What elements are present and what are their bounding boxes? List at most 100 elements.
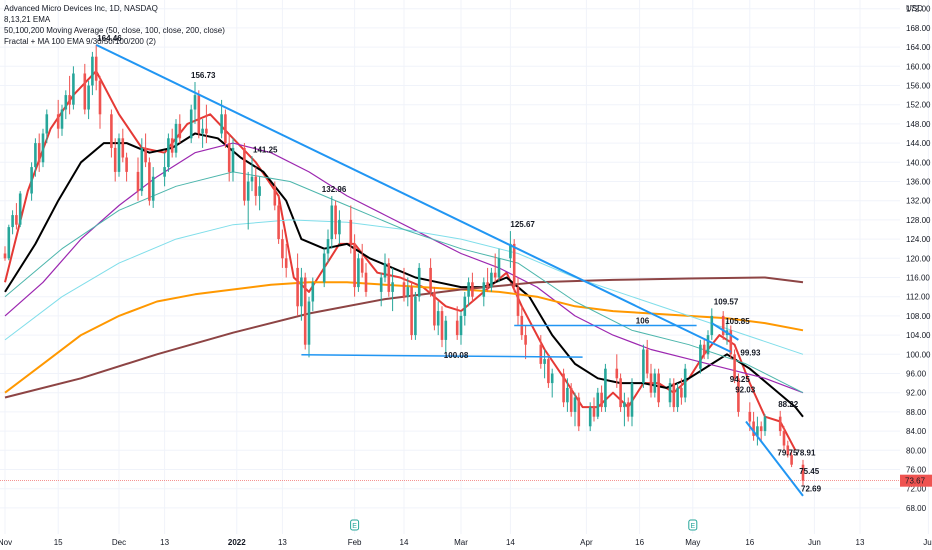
candle-body (224, 114, 227, 144)
candle-body (490, 272, 493, 288)
candle (30, 162, 33, 201)
candle (596, 387, 600, 420)
candle-body (486, 282, 489, 288)
candle (699, 339, 702, 374)
candle-body (68, 95, 71, 105)
candle (786, 440, 790, 458)
candle-body (573, 397, 577, 412)
candle (543, 349, 546, 379)
candle (387, 258, 391, 297)
candle (672, 378, 676, 412)
candle-body (676, 387, 679, 408)
trendline (95, 43, 732, 353)
candle (729, 325, 733, 360)
candle (752, 411, 755, 441)
fractal-indicator-label[interactable]: Fractal + MA 100 EMA 9/30/50/100/200 (2) (4, 37, 156, 46)
candle-body (630, 383, 634, 417)
candle-body (702, 344, 706, 355)
candle (7, 224, 11, 261)
candle (87, 80, 90, 120)
candle-body (566, 387, 569, 403)
price-annotation: 78.91 (795, 449, 816, 458)
candle-body (30, 167, 33, 194)
price-tick-label: 144.00 (906, 139, 931, 148)
earnings-icon[interactable]: E (688, 519, 698, 531)
candle-body (300, 277, 303, 307)
candle-body (706, 335, 710, 355)
price-annotation: 72.69 (801, 484, 822, 493)
price-annotation: 92.03 (735, 386, 756, 395)
candle (406, 277, 410, 307)
price-annotation: 109.57 (714, 297, 739, 306)
candle-body (167, 138, 170, 168)
earnings-markers[interactable]: EEE (350, 519, 932, 531)
candle (383, 253, 387, 283)
candle (246, 171, 250, 230)
price-tick-label: 156.00 (906, 82, 931, 91)
candle-body (3, 253, 7, 259)
candle (15, 203, 18, 230)
candle-body (121, 138, 125, 158)
price-tick-label: 72.00 (906, 485, 927, 494)
candle-body (645, 349, 649, 374)
candle-body (322, 253, 326, 283)
date-tick-label: 2022 (228, 538, 246, 547)
earnings-icon-glyph: E (690, 523, 695, 530)
candle (642, 344, 645, 388)
candle-body (205, 128, 208, 134)
trendline (745, 420, 804, 497)
time-axis[interactable]: Nov 15 Dec 13 2022 13 Feb 14 Mar 14 Apr 16 May 16 Jun 1… (0, 538, 932, 547)
candle (45, 109, 49, 144)
price-tick-label: 164.00 (906, 43, 931, 52)
candle-body (592, 407, 596, 417)
ma-indicator-label[interactable]: 50,100,200 Moving Average (50, close, 10… (4, 26, 225, 35)
candlesticks (3, 44, 805, 486)
candle-body (7, 227, 11, 259)
candle-body (471, 282, 474, 297)
candle-body (801, 464, 805, 481)
price-tick-label: 128.00 (906, 216, 931, 225)
ema-indicator-label[interactable]: 8,13,21 EMA (4, 15, 51, 24)
candle (68, 75, 71, 115)
candle (604, 363, 607, 412)
candle-body (98, 80, 102, 115)
candle-body (509, 243, 512, 259)
candle (98, 75, 102, 129)
trendlines (0, 43, 900, 497)
date-tick-label: Jun (808, 538, 821, 547)
candle (56, 99, 60, 139)
earnings-icon[interactable]: E (350, 519, 360, 531)
candle (550, 368, 554, 398)
candle (205, 104, 208, 144)
date-tick-label: 16 (635, 538, 644, 547)
candle (37, 133, 41, 172)
price-tick-label: 132.00 (906, 197, 931, 206)
candle (364, 263, 368, 297)
candle (117, 133, 121, 177)
candle-body (15, 215, 18, 225)
candle (357, 253, 360, 292)
candle (573, 392, 577, 427)
candle (778, 410, 782, 436)
candle-body (604, 368, 607, 408)
candle (64, 90, 68, 120)
price-tick-label: 140.00 (906, 158, 931, 167)
price-tick-label: 152.00 (906, 101, 931, 110)
candle (486, 267, 489, 292)
candle (72, 66, 75, 110)
candle (657, 368, 660, 408)
candle (91, 51, 94, 96)
candle (113, 138, 117, 182)
price-annotation: 156.73 (191, 71, 216, 80)
candle (250, 156, 254, 192)
candle (167, 133, 170, 172)
price-tick-label: 108.00 (906, 312, 931, 321)
price-tick-label: 92.00 (906, 389, 927, 398)
price-axis[interactable]: 68.00 72.00 76.00 80.00 84.00 88.00 92.00 96.00… (900, 4, 932, 513)
price-tick-label: 80.00 (906, 446, 927, 455)
candle-body (193, 95, 197, 110)
symbol-title[interactable]: Advanced Micro Devices Inc, 1D, NASDAQ (4, 4, 158, 13)
candle (509, 231, 512, 268)
candle (227, 133, 231, 182)
